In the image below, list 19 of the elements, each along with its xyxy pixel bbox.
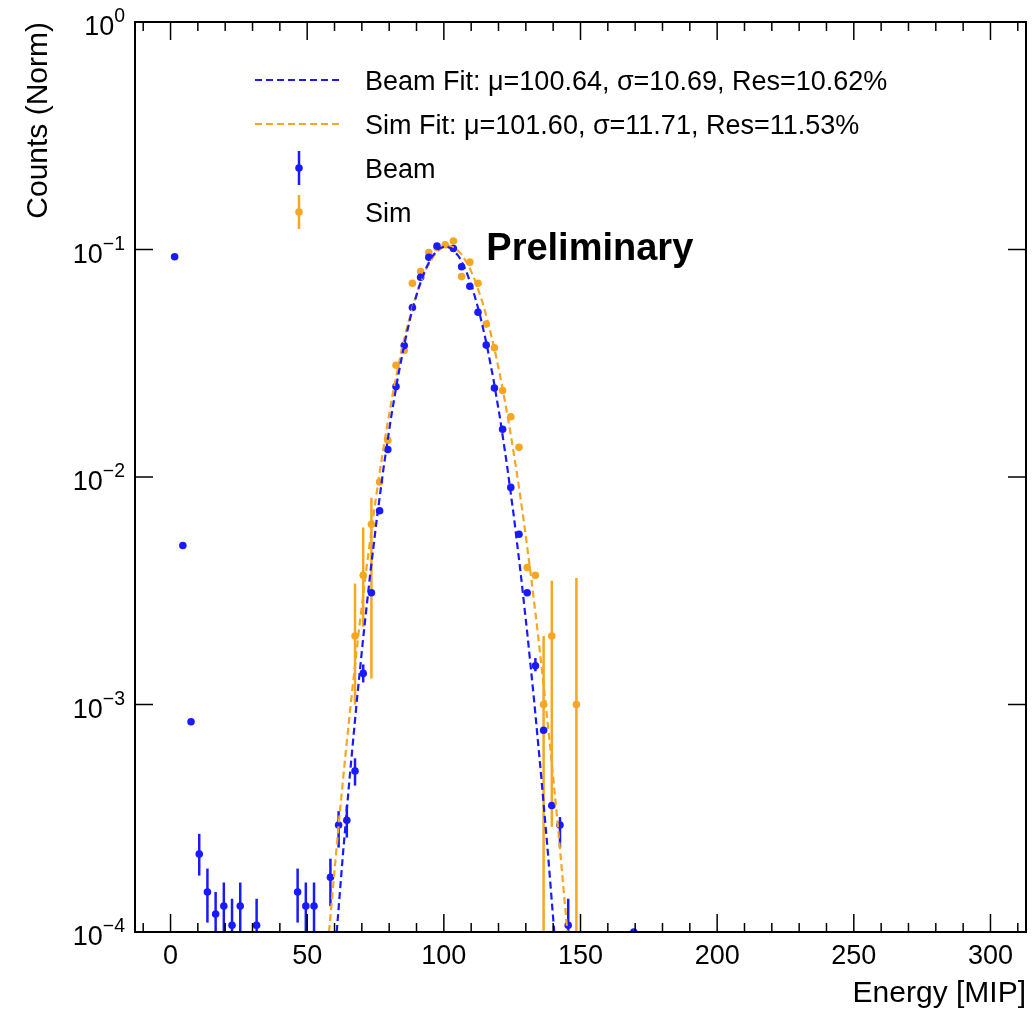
x-tick-label: 50: [292, 940, 323, 970]
x-tick-label: 150: [557, 940, 604, 970]
x-tick-label: 0: [163, 940, 179, 970]
legend-label: Beam: [365, 154, 436, 184]
x-tick-label: 300: [967, 940, 1013, 970]
x-tick-label: 100: [421, 940, 467, 970]
y-tick-label: 10$^{−3}$: [72, 686, 125, 724]
legend-label: Sim: [365, 198, 412, 228]
y-tick-label: 10$^{−4}$: [72, 914, 126, 951]
legend-label: Sim Fit: μ=101.60, σ=11.71, Res=11.53%: [365, 110, 860, 140]
y-axis-title: Counts (Norm): [20, 22, 53, 219]
x-axis-title: Energy [MIP]: [852, 975, 1026, 1008]
y-tick-label: 10$^{−2}$: [72, 459, 125, 496]
x-tick-label: 200: [694, 940, 740, 970]
y-tick-label: 10$^{−1}$: [72, 231, 125, 269]
y-tick-label: 10$^{0}$: [84, 4, 126, 41]
annotation: Preliminary: [486, 225, 694, 268]
legend-label: Beam Fit: μ=100.64, σ=10.69, Res=10.62%: [365, 66, 888, 96]
x-tick-label: 250: [831, 940, 877, 970]
